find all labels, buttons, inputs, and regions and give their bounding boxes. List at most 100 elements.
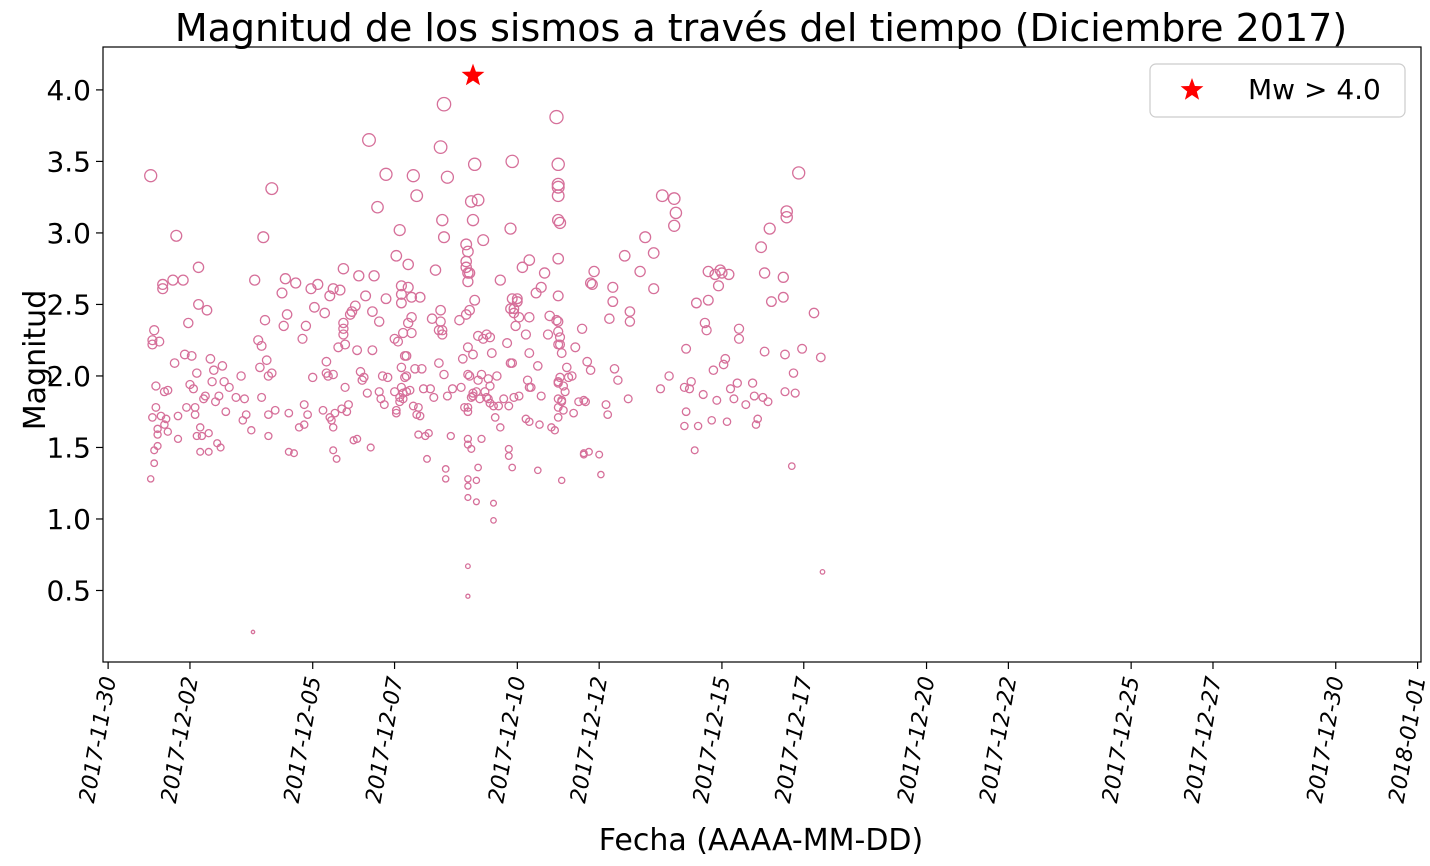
data-point bbox=[579, 449, 588, 458]
data-point bbox=[471, 193, 485, 207]
data-point bbox=[753, 414, 763, 424]
data-point bbox=[434, 358, 444, 368]
x-tick-label: 2017-12-17 bbox=[771, 675, 818, 805]
data-point bbox=[312, 278, 324, 291]
data-point bbox=[429, 264, 442, 276]
data-point bbox=[391, 408, 401, 418]
data-point bbox=[397, 327, 409, 339]
data-point bbox=[472, 476, 481, 485]
data-point bbox=[681, 407, 691, 417]
data-point bbox=[508, 303, 520, 315]
data-point bbox=[437, 325, 448, 336]
data-point bbox=[410, 189, 424, 203]
data-point bbox=[414, 430, 423, 439]
data-point bbox=[702, 294, 714, 306]
legend-box bbox=[1149, 63, 1406, 118]
data-point bbox=[239, 394, 250, 404]
data-point bbox=[586, 278, 598, 291]
chart-title: Magnitud de los sismos a través del tiem… bbox=[175, 6, 1347, 50]
data-point bbox=[508, 463, 517, 472]
data-point bbox=[551, 314, 562, 326]
data-point bbox=[553, 413, 563, 422]
data-point bbox=[437, 231, 451, 244]
data-point bbox=[462, 275, 474, 288]
data-point bbox=[401, 371, 412, 381]
data-point bbox=[257, 231, 270, 244]
data-point bbox=[157, 278, 169, 291]
data-point bbox=[200, 391, 210, 401]
data-point bbox=[380, 293, 392, 305]
data-point bbox=[558, 405, 568, 415]
data-point bbox=[456, 382, 466, 393]
data-point bbox=[188, 384, 199, 394]
data-point bbox=[406, 291, 418, 303]
data-point bbox=[401, 350, 412, 361]
data-point bbox=[504, 401, 514, 411]
data-point bbox=[307, 372, 318, 383]
data-point bbox=[371, 200, 384, 214]
data-point bbox=[241, 410, 251, 419]
data-point bbox=[533, 466, 542, 475]
data-point bbox=[680, 421, 689, 431]
data-point bbox=[763, 222, 776, 235]
data-point bbox=[464, 195, 478, 208]
data-point bbox=[570, 342, 581, 353]
data-point bbox=[435, 316, 446, 327]
data-point bbox=[353, 270, 365, 282]
data-point bbox=[780, 349, 790, 360]
data-point bbox=[480, 387, 490, 397]
data-point bbox=[424, 428, 433, 438]
data-point bbox=[332, 454, 341, 463]
data-point bbox=[236, 371, 246, 381]
data-point bbox=[485, 381, 495, 391]
data-point bbox=[408, 401, 418, 411]
data-point bbox=[148, 413, 157, 422]
data-point bbox=[655, 384, 666, 394]
data-point bbox=[405, 385, 415, 395]
data-point bbox=[190, 410, 200, 419]
data-point bbox=[463, 407, 473, 417]
data-point bbox=[391, 405, 401, 415]
data-point bbox=[276, 287, 288, 299]
data-point bbox=[207, 377, 217, 387]
data-point bbox=[346, 306, 358, 317]
data-point bbox=[777, 271, 789, 283]
data-point bbox=[327, 283, 339, 295]
data-point bbox=[195, 423, 205, 432]
data-point bbox=[607, 281, 619, 293]
data-point bbox=[264, 410, 273, 419]
data-point bbox=[693, 421, 703, 431]
data-point bbox=[190, 402, 200, 412]
data-point bbox=[472, 498, 480, 506]
data-point bbox=[201, 304, 213, 316]
data-point bbox=[474, 463, 482, 472]
data-point bbox=[261, 355, 272, 366]
data-point bbox=[777, 291, 789, 303]
data-point bbox=[623, 394, 633, 404]
data-point bbox=[477, 234, 490, 247]
data-point bbox=[490, 517, 497, 524]
data-point bbox=[289, 449, 299, 458]
data-point bbox=[550, 426, 560, 435]
data-point bbox=[362, 388, 372, 398]
data-point bbox=[609, 363, 620, 374]
data-point bbox=[186, 350, 197, 361]
data-point bbox=[303, 410, 312, 419]
data-point bbox=[373, 316, 385, 327]
data-point bbox=[507, 358, 518, 368]
plot-area bbox=[102, 46, 1422, 663]
data-point bbox=[147, 339, 158, 350]
data-point bbox=[634, 265, 646, 278]
data-point bbox=[733, 323, 745, 335]
data-point bbox=[389, 387, 400, 397]
data-point bbox=[601, 400, 611, 410]
data-point bbox=[472, 330, 484, 342]
data-point bbox=[299, 400, 309, 410]
data-point bbox=[607, 296, 619, 308]
data-point bbox=[551, 189, 565, 203]
y-tick-label: 3.5 bbox=[46, 145, 91, 178]
data-point bbox=[464, 563, 471, 570]
data-point bbox=[442, 391, 452, 401]
data-point bbox=[406, 169, 420, 183]
data-point bbox=[489, 401, 498, 411]
